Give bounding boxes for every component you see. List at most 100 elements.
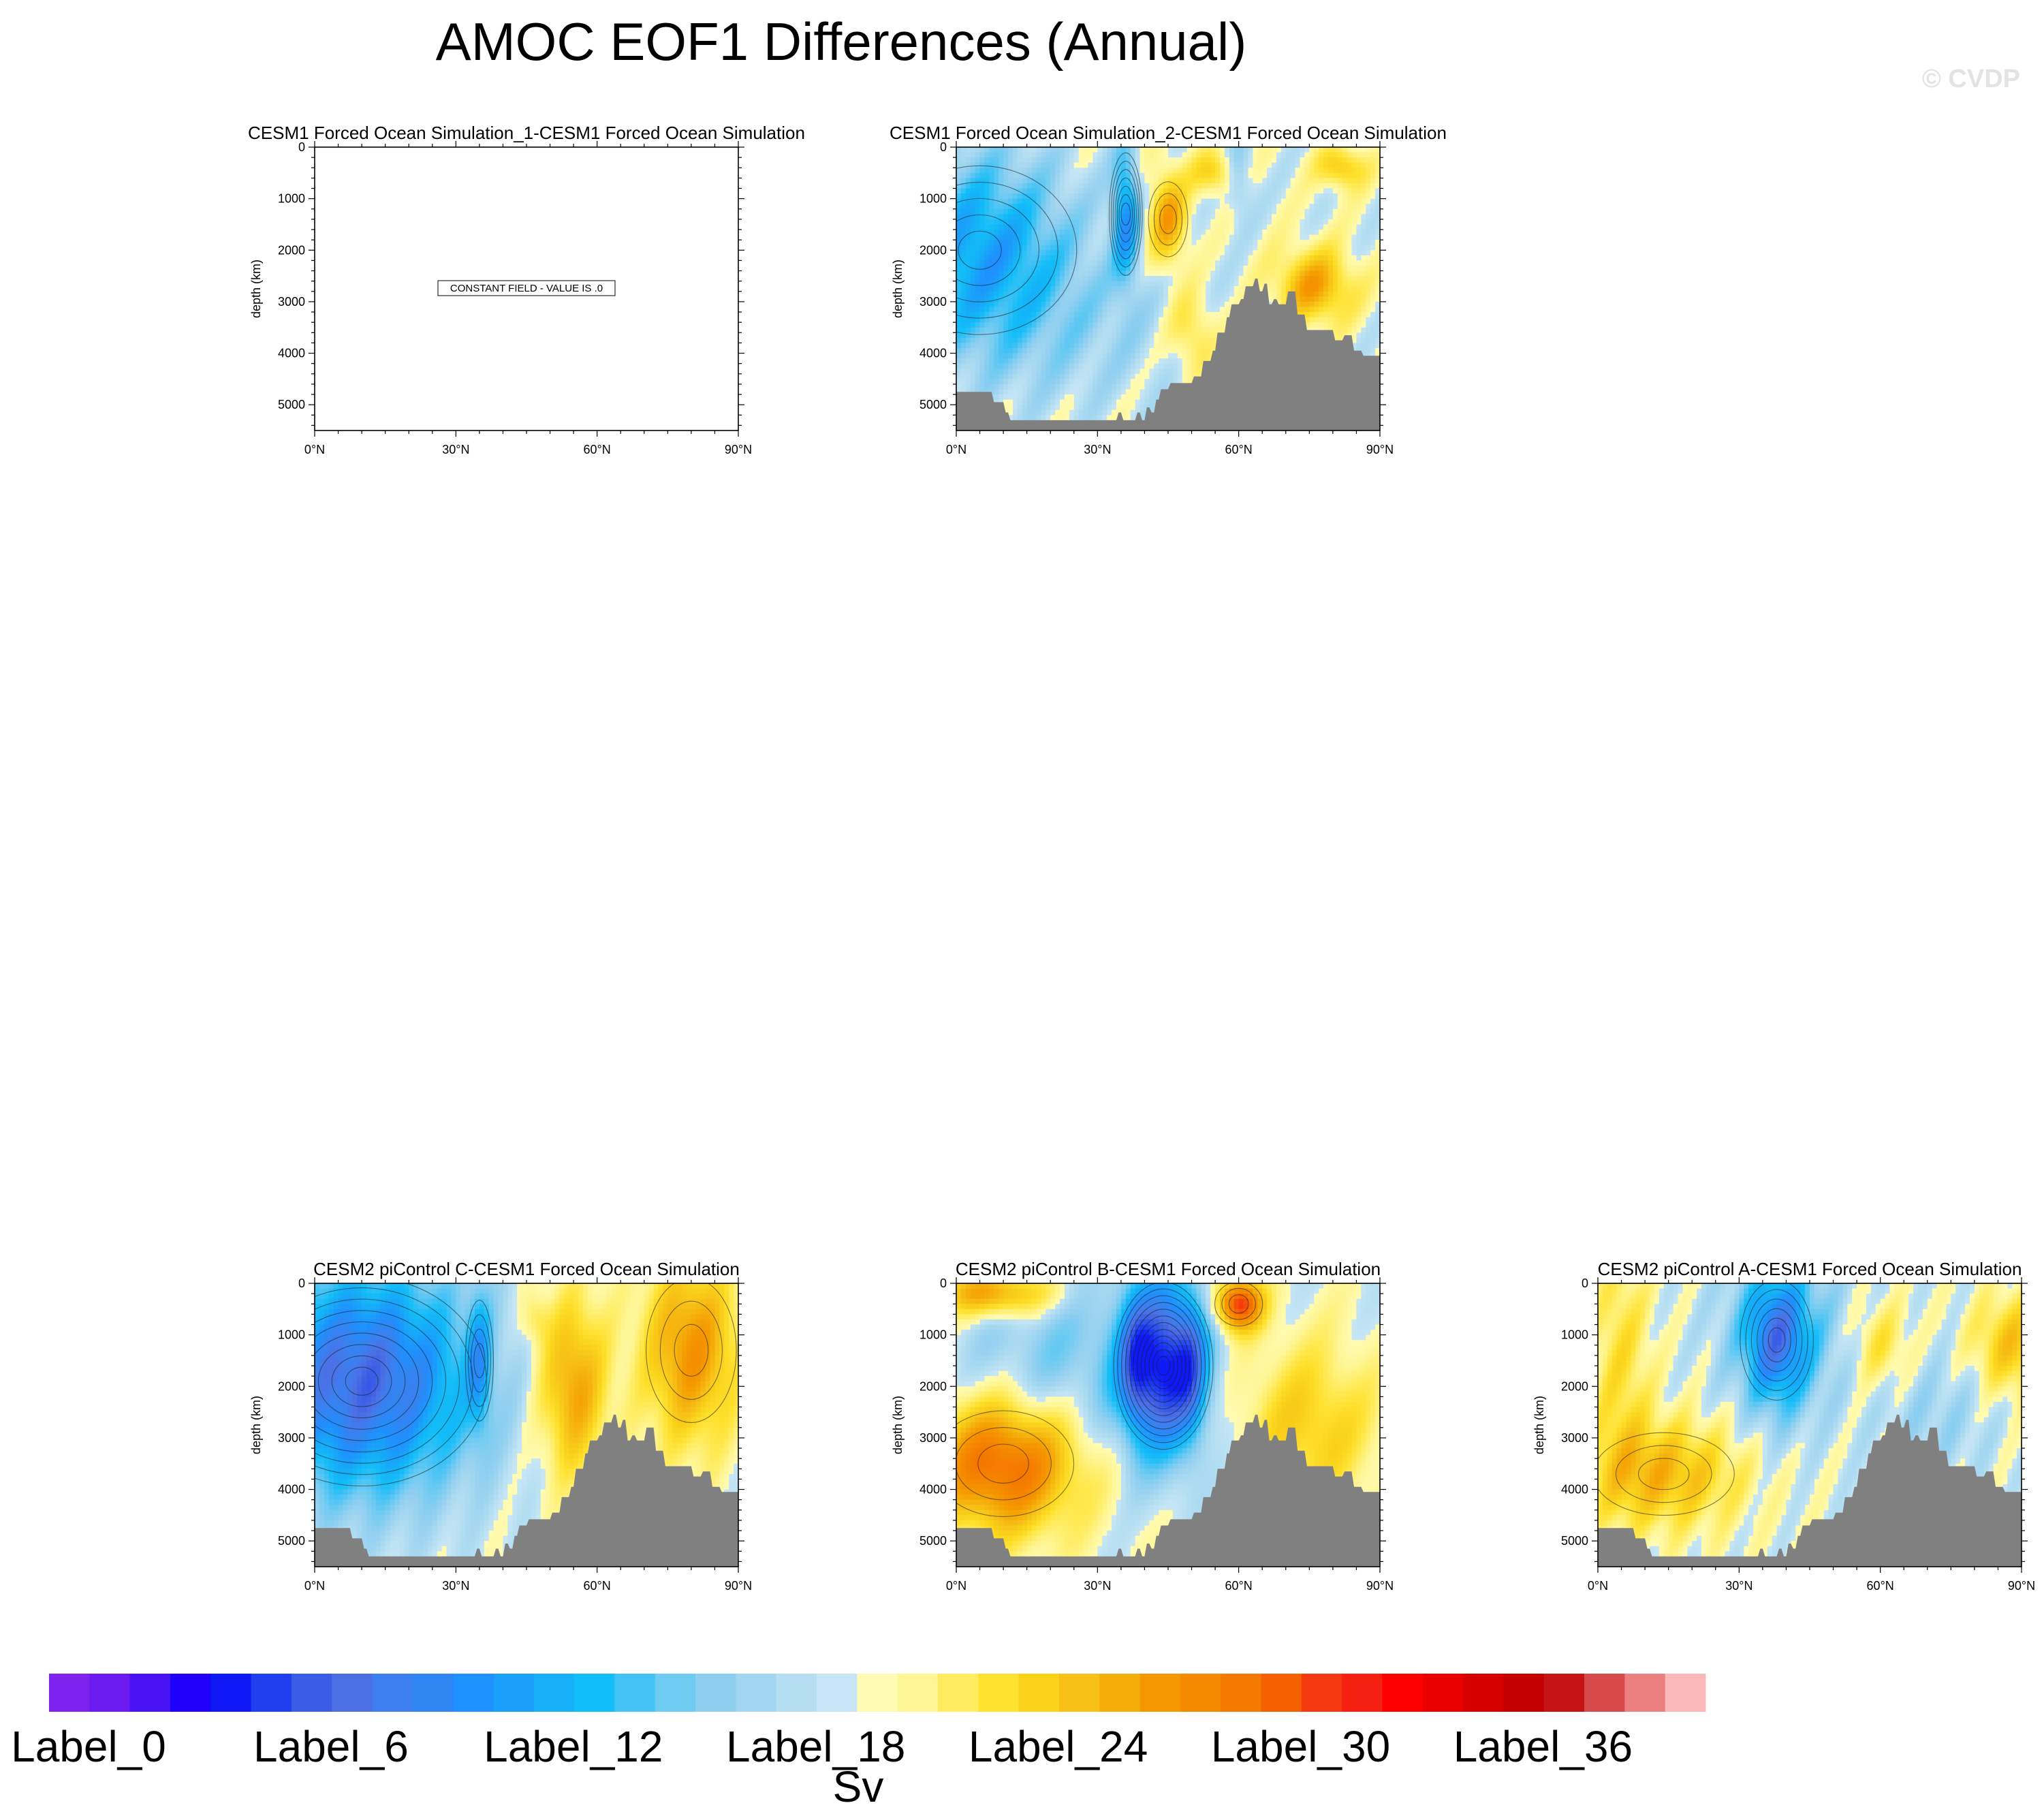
y-tick-label: 0 [1582,1277,1588,1290]
panels: CESM1 Forced Ocean Simulation_1-CESM1 Fo… [248,123,2035,1593]
colorbar-swatch [1463,1674,1504,1712]
y-axis: 0 1000 2000 3000 4000 5000 depth (km) [249,1277,744,1563]
x-tick-label: 90°N [1366,443,1394,456]
panel-title: CESM1 Forced Ocean Simulation_2-CESM1 Fo… [890,123,1447,143]
colorbar-swatch [170,1674,211,1712]
y-tick-label: 4000 [1561,1483,1588,1497]
y-tick-label: 3000 [1561,1431,1588,1445]
y-tick-label: 2000 [278,243,305,257]
panel-5: CESM2 piControl A-CESM1 Forced Ocean Sim… [1532,1259,2035,1593]
y-axis-label: depth (km) [249,260,263,318]
x-tick-label: 60°N [1225,1579,1253,1593]
colorbar-swatch [291,1674,332,1712]
contour-lines [956,1283,1263,1517]
x-tick-label: 60°N [1867,1579,1894,1593]
colorbar-swatch [1503,1674,1545,1712]
y-tick-label: 5000 [278,1534,305,1548]
y-tick-label: 4000 [919,1483,947,1497]
y-tick-label: 5000 [278,398,305,411]
colorbar-swatch [49,1674,90,1712]
panel-2: CESM1 Forced Ocean Simulation_2-CESM1 Fo… [890,123,1447,456]
ocean-floor [1598,1414,2022,1567]
x-axis: 0°N 30°N 60°N 90°N [1588,1277,2035,1593]
y-tick-label: 3000 [919,1431,947,1445]
x-tick-label: 0°N [946,443,966,456]
y-axis-label: depth (km) [891,1396,905,1454]
y-tick-label: 0 [940,1277,947,1290]
y-tick-label: 3000 [278,295,305,309]
y-tick-label: 1000 [1561,1328,1588,1342]
x-tick-label: 30°N [442,443,469,456]
colorbar-swatch [817,1674,858,1712]
constant-field-box [437,280,616,296]
colorbar-swatch [1018,1674,1060,1712]
x-tick-label: 0°N [946,1579,966,1593]
y-tick-label: 1000 [919,192,947,206]
colorbar-label: Label_6 [253,1722,409,1771]
x-tick-label: 90°N [2008,1579,2035,1593]
x-tick-label: 0°N [304,443,325,456]
contour-field [1598,1283,2022,1567]
y-tick-label: 1000 [278,192,305,206]
y-tick-label: 0 [940,140,947,154]
panel-3: CESM2 piControl C-CESM1 Forced Ocean Sim… [249,1259,752,1593]
x-tick-label: 30°N [442,1579,469,1593]
colorbar: Label_0 Label_6 Label_12 Label_18 Label_24 La… [11,1674,1706,1771]
x-tick-label: 90°N [725,443,752,456]
colorbar-swatch [655,1674,696,1712]
colorbar-swatch [1665,1674,1706,1712]
contour-field [956,1283,1380,1567]
y-tick-label: 5000 [919,1534,947,1548]
colorbar-swatch [614,1674,656,1712]
y-tick-label: 3000 [278,1431,305,1445]
y-tick-label: 2000 [278,1379,305,1393]
colorbar-swatch [1261,1674,1302,1712]
y-tick-label: 4000 [278,1483,305,1497]
y-axis-label: depth (km) [891,260,905,318]
x-tick-label: 60°N [584,443,611,456]
colorbar-swatch [1099,1674,1141,1712]
colorbar-swatch [1382,1674,1424,1712]
colorbar-swatch [897,1674,939,1712]
y-tick-label: 5000 [919,398,947,411]
x-axis: 0°N 30°N 60°N 90°N [946,141,1394,456]
y-tick-label: 0 [298,140,305,154]
colorbar-swatch [574,1674,615,1712]
x-axis: 0°N 30°N 60°N 90°N [946,1277,1394,1593]
y-tick-label: 5000 [1561,1534,1588,1548]
colorbar-swatch [1584,1674,1625,1712]
colorbar-swatch [736,1674,777,1712]
y-axis-label: depth (km) [1532,1396,1546,1454]
x-tick-label: 0°N [1588,1579,1608,1593]
x-tick-label: 30°N [1725,1579,1752,1593]
ocean-floor [315,1414,738,1567]
colorbar-swatch [1139,1674,1181,1712]
colorbar-label: Label_12 [484,1722,663,1771]
colorbar-units: Sv [833,1762,884,1811]
x-tick-label: 30°N [1084,443,1111,456]
contour-lines [1598,1283,1814,1516]
colorbar-swatch [1624,1674,1666,1712]
colorbar-swatch [332,1674,373,1712]
panel-title: CESM2 piControl B-CESM1 Forced Ocean Sim… [956,1259,1381,1279]
panel-1: CESM1 Forced Ocean Simulation_1-CESM1 Fo… [248,123,805,456]
colorbar-swatch [857,1674,898,1712]
colorbar-label: Label_0 [11,1722,166,1771]
colorbar-swatch [1058,1674,1100,1712]
y-tick-label: 2000 [919,243,947,257]
y-tick-label: 2000 [919,1379,947,1393]
y-tick-label: 3000 [919,295,947,309]
colorbar-swatch [210,1674,252,1712]
contour-lines [956,152,1189,335]
colorbar-swatch [978,1674,1020,1712]
x-tick-label: 90°N [1366,1579,1394,1593]
x-tick-label: 30°N [1084,1579,1111,1593]
y-tick-label: 4000 [919,347,947,360]
panel-title: CESM1 Forced Ocean Simulation_1-CESM1 Fo… [248,123,805,143]
x-axis: 0°N 30°N 60°N 90°N [304,1277,752,1593]
colorbar-label: Label_30 [1211,1722,1390,1771]
colorbar-label: Label_18 [726,1722,905,1771]
y-axis: 0 1000 2000 3000 4000 5000 depth (km) [891,1277,1386,1563]
colorbar-swatch [776,1674,817,1712]
